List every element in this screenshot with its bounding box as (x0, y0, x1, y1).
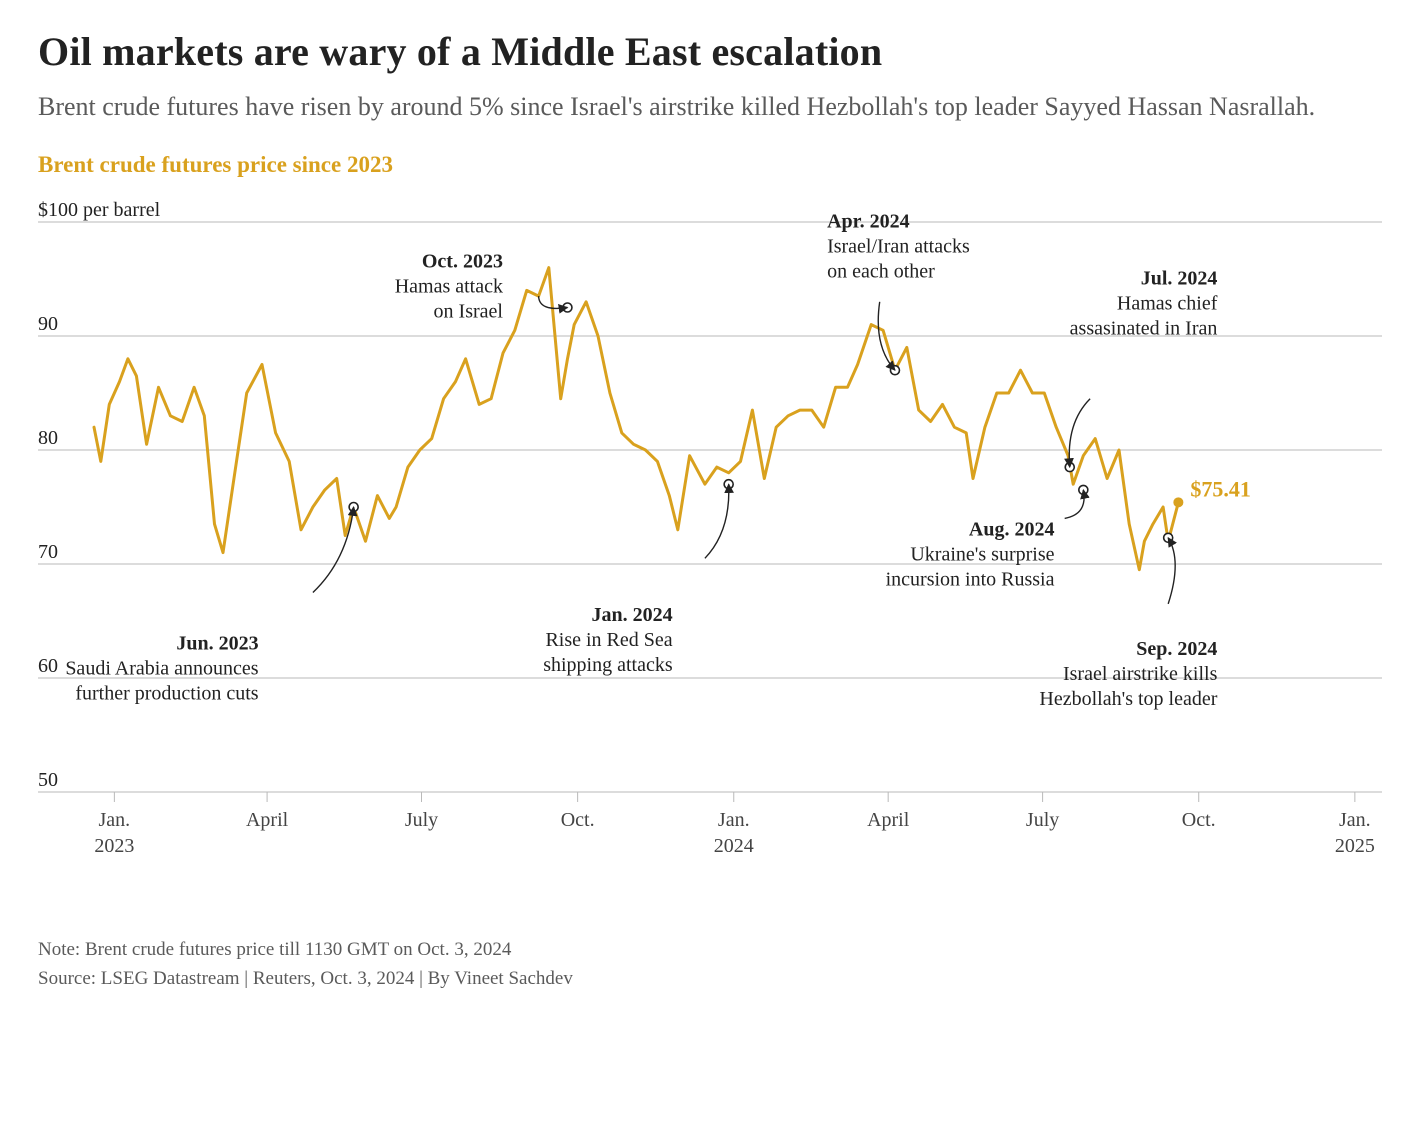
annotation-label-jan-2024: Jan. 2024Rise in Red Seashipping attacks (543, 604, 673, 676)
end-point-marker (1173, 497, 1183, 507)
x-tick-sublabel: 2024 (714, 835, 754, 857)
annotation-label-aug-2024: Aug. 2024Ukraine's surpriseincursion int… (886, 519, 1055, 591)
x-tick-label: Jan. (99, 809, 131, 831)
annotation-arrow-jun-2023 (313, 507, 354, 593)
x-tick-label: Oct. (561, 809, 595, 831)
line-chart-svg: 50 60 70 80 90 $100 per barrel Jan. 2023 April Ju… (38, 192, 1382, 912)
y-tick-label: 60 (38, 655, 58, 677)
x-tick-label: April (867, 809, 910, 831)
x-tick-label: July (1026, 809, 1059, 831)
annotation-label-sep-2024: Sep. 2024Israel airstrike killsHezbollah… (1039, 638, 1217, 710)
y-tick-label: 80 (38, 427, 58, 449)
y-tick-label: 90 (38, 313, 58, 335)
end-point-label: $75.41 (1190, 476, 1251, 501)
x-tick-sublabel: 2023 (94, 835, 134, 857)
annotation-label-jun-2023: Jun. 2023Saudi Arabia announcesfurther p… (65, 633, 258, 705)
x-tick-sublabel: 2025 (1335, 835, 1375, 857)
x-tick-label: Jan. (718, 809, 750, 831)
annotation-label-oct-2023: Oct. 2023Hamas attackon Israel (395, 251, 504, 323)
chart-container: 50 60 70 80 90 $100 per barrel Jan. 2023 April Ju… (38, 192, 1382, 912)
annotation-arrow-jul-2024 (1069, 399, 1090, 467)
page-root: Oil markets are wary of a Middle East es… (0, 0, 1420, 1138)
annotation-arrow-sep-2024 (1168, 538, 1175, 604)
chart-title: Oil markets are wary of a Middle East es… (38, 28, 1382, 75)
x-tick-label: April (246, 809, 289, 831)
chart-footnotes: Note: Brent crude futures price till 113… (38, 936, 1382, 993)
x-tick-label: July (405, 809, 438, 831)
x-tick-label: Jan. (1339, 809, 1371, 831)
y-tick-label: 70 (38, 541, 58, 563)
annotation-arrow-jan-2024 (705, 484, 729, 558)
source-line: Source: LSEG Datastream | Reuters, Oct. … (38, 965, 1382, 994)
y-tick-label: 50 (38, 769, 58, 791)
series-label: Brent crude futures price since 2023 (38, 152, 1382, 178)
note-line: Note: Brent crude futures price till 113… (38, 936, 1382, 965)
x-tick-label: Oct. (1182, 809, 1216, 831)
annotation-label-jul-2024: Jul. 2024Hamas chiefassasinated in Iran (1070, 268, 1218, 340)
chart-subtitle: Brent crude futures have risen by around… (38, 89, 1358, 124)
y-tick-label: $100 per barrel (38, 199, 161, 221)
